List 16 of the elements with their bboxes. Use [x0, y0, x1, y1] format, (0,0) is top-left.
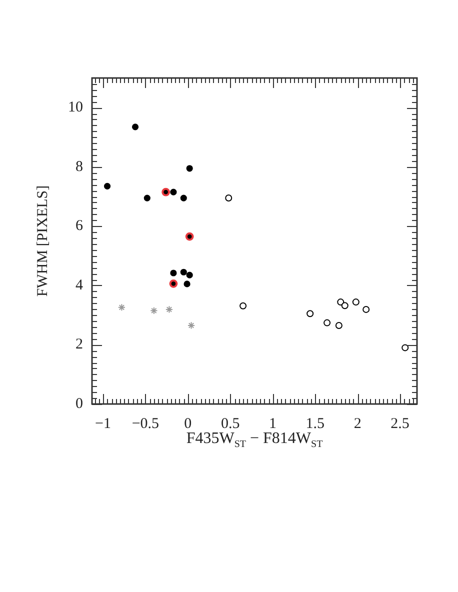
x-tick-label: 0 [184, 416, 192, 432]
x-tick-label: −0.5 [132, 416, 160, 432]
y-tick-label: 6 [76, 218, 84, 234]
x-tick-label: 0.5 [220, 416, 240, 432]
y-axis-title: FWHM [PIXELS] [34, 185, 51, 297]
y-tick-label: 8 [76, 158, 83, 175]
x-tick-label: 1 [268, 416, 276, 432]
x-tick-label: 1.5 [306, 416, 325, 432]
y-tick-label: 4 [76, 277, 84, 294]
x-tick-label: −1 [95, 416, 112, 432]
y-tick-label: 10 [68, 100, 83, 116]
x-tick-label: 2 [354, 416, 362, 432]
x-axis-title: F435W$_{ST}$ − F814W$_{ST}$ [185, 430, 324, 450]
y-tick-label: 0 [76, 396, 83, 412]
y-tick-label: 2 [76, 336, 83, 353]
x-tick-label: 2.5 [390, 416, 410, 432]
